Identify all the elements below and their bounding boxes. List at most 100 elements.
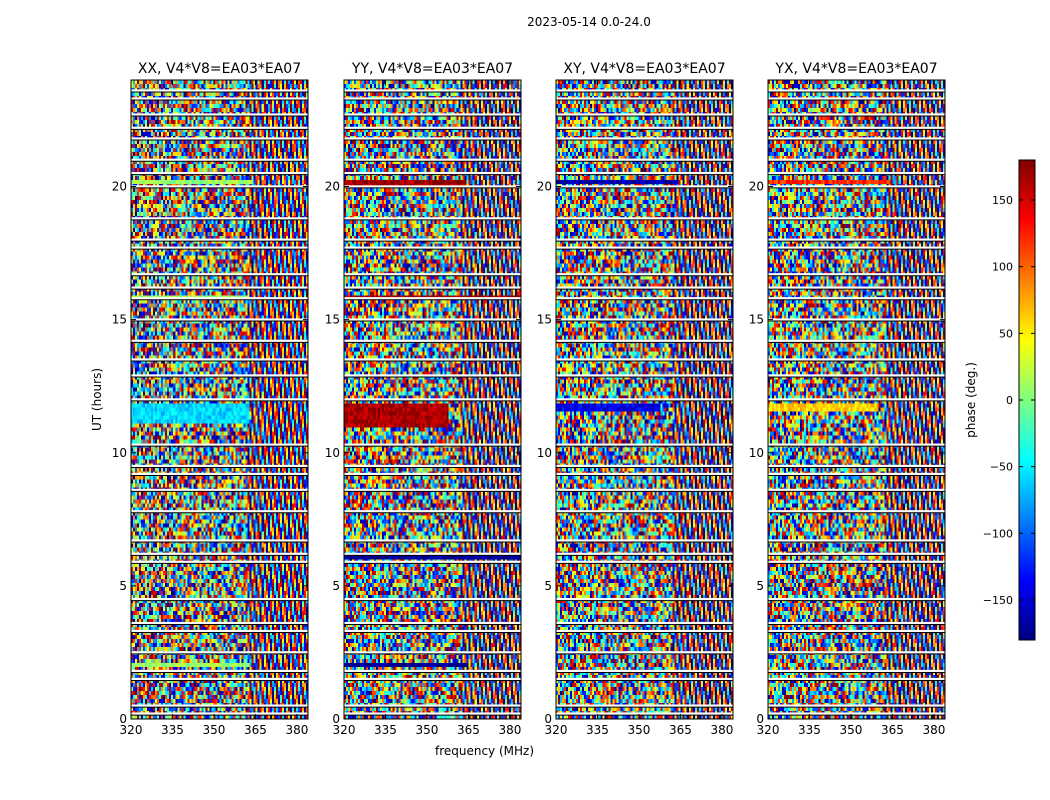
panel-3: XY, V4*V8=EA03*EA07 320 335 350 365 380 0 5 10 15…	[537, 61, 734, 737]
flagged-gap	[344, 510, 521, 513]
colorbar-tick-label: −100	[983, 527, 1013, 540]
flagged-gap	[344, 651, 521, 654]
flagged-gap	[131, 185, 308, 188]
y-tick-label: 20	[749, 180, 764, 194]
flagged-gap	[131, 113, 308, 116]
flagged-gap	[131, 560, 308, 564]
flagged-gap	[344, 560, 521, 564]
x-tick-label: 380	[285, 723, 308, 737]
flagged-gap	[344, 126, 521, 130]
flagged-gap	[768, 398, 945, 401]
flagged-gap	[768, 97, 945, 100]
x-tick-label: 380	[498, 723, 521, 737]
flagged-gap	[344, 358, 521, 361]
flagged-gap	[131, 398, 308, 401]
flagged-gap	[131, 339, 308, 343]
flagged-gap	[556, 510, 733, 513]
flagged-gap	[556, 472, 733, 476]
flagged-gap	[768, 677, 945, 681]
flagged-gap	[768, 651, 945, 654]
flagged-gap	[344, 113, 521, 116]
x-tick-label: 335	[586, 723, 609, 737]
x-tick-label: 365	[244, 723, 267, 737]
flagged-gap	[768, 560, 945, 564]
flagged-gap	[768, 286, 945, 289]
flagged-gap	[131, 286, 308, 289]
flagged-gap	[556, 286, 733, 289]
flagged-gap	[344, 443, 521, 446]
flagged-gap	[131, 217, 308, 220]
flagged-gap	[344, 712, 521, 715]
panel-title: XX, V4*V8=EA03*EA07	[138, 61, 301, 77]
flagged-gap	[344, 171, 521, 175]
flagged-gap	[556, 629, 733, 633]
y-axis-label: UT (hours)	[90, 368, 104, 431]
panel-title: YX, V4*V8=EA03*EA07	[774, 61, 937, 77]
x-tick-label: 335	[374, 723, 397, 737]
x-tick-label: 365	[457, 723, 480, 737]
flagged-gap	[556, 339, 733, 343]
flagged-gap	[344, 629, 521, 633]
flagged-gap	[344, 137, 521, 140]
flagged-gap	[768, 539, 945, 542]
flagged-gap	[556, 97, 733, 100]
y-tick-label: 20	[325, 180, 340, 194]
x-tick-label: 320	[757, 723, 780, 737]
flagged-gap	[344, 669, 521, 673]
y-tick-label: 15	[749, 313, 764, 327]
panel-1: XX, V4*V8=EA03*EA07 320 335 350 365 380 0 5 10 15…	[90, 61, 309, 737]
flagged-gap	[768, 629, 945, 633]
y-tick-label: 0	[332, 712, 340, 726]
x-tick-label: 320	[333, 723, 356, 737]
flagged-gap	[556, 621, 733, 625]
flagged-gap	[344, 488, 521, 492]
flagged-gap	[131, 97, 308, 100]
flagged-gap	[768, 358, 945, 361]
flagged-gap	[556, 297, 733, 300]
flagged-gap	[131, 621, 308, 625]
flagged-gap	[768, 597, 945, 601]
x-tick-label: 335	[798, 723, 821, 737]
flagged-gap	[131, 89, 308, 92]
flagged-gap	[344, 297, 521, 300]
flagged-gap	[768, 318, 945, 321]
flagged-gap	[556, 398, 733, 401]
flagged-gap	[556, 246, 733, 249]
flagged-gap	[556, 464, 733, 468]
flagged-gap	[344, 286, 521, 289]
y-tick-label: 15	[325, 313, 340, 327]
flagged-gap	[768, 137, 945, 140]
flagged-gap	[344, 339, 521, 343]
flagged-gap	[131, 552, 308, 556]
flagged-gap	[344, 97, 521, 100]
flagged-gap	[344, 217, 521, 220]
flagged-gap	[768, 238, 945, 241]
flagged-gap	[768, 374, 945, 377]
flagged-gap	[131, 246, 308, 249]
flagged-gap	[131, 171, 308, 175]
flagged-gap	[344, 273, 521, 276]
x-axis-label: frequency (MHz)	[435, 744, 534, 758]
flagged-gap	[344, 621, 521, 625]
flagged-gap	[556, 443, 733, 446]
flagged-gap	[344, 318, 521, 321]
y-tick-label: 20	[537, 180, 552, 194]
x-tick-label: 350	[628, 723, 651, 737]
y-tick-label: 5	[332, 579, 340, 593]
colorbar: 150 100 50 0 −50 −100 −150 phase (deg.)	[964, 159, 1036, 641]
flagged-gap	[556, 318, 733, 321]
colorbar-tick-label: 0	[1006, 394, 1013, 407]
flagged-gap	[344, 185, 521, 188]
flagged-gap	[131, 712, 308, 715]
flagged-gap	[768, 297, 945, 300]
y-tick-label: 20	[112, 180, 127, 194]
x-tick-label: 365	[881, 723, 904, 737]
colorbar-tick-label: 100	[992, 261, 1013, 274]
flagged-gap	[768, 443, 945, 446]
axes-frame	[767, 79, 946, 720]
y-tick-label: 5	[119, 579, 127, 593]
flagged-gap	[768, 669, 945, 673]
y-tick-label: 10	[537, 446, 552, 460]
flagged-gap	[768, 712, 945, 715]
flagged-gap	[131, 358, 308, 361]
